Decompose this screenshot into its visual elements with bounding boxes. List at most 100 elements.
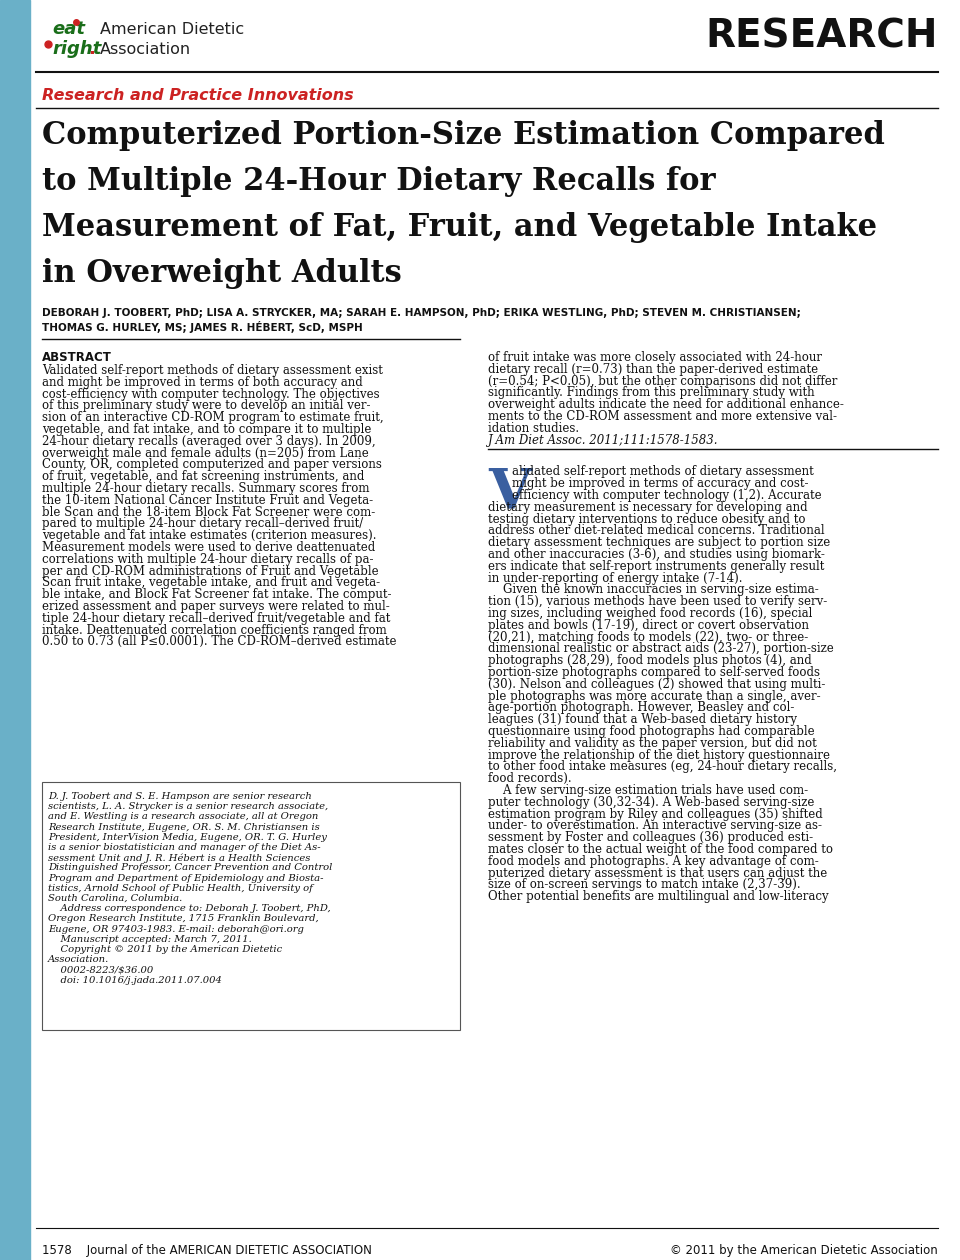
Text: Program and Department of Epidemiology and Biosta-: Program and Department of Epidemiology a…: [48, 873, 324, 882]
Text: erized assessment and paper surveys were related to mul-: erized assessment and paper surveys were…: [42, 600, 390, 614]
Text: Measurement of Fat, Fruit, and Vegetable Intake: Measurement of Fat, Fruit, and Vegetable…: [42, 212, 877, 243]
Text: sion of an interactive CD-ROM program to estimate fruit,: sion of an interactive CD-ROM program to…: [42, 411, 384, 425]
Text: and E. Westling is a research associate, all at Oregon: and E. Westling is a research associate,…: [48, 813, 319, 822]
Text: and might be improved in terms of both accuracy and: and might be improved in terms of both a…: [42, 375, 363, 389]
Text: to other food intake measures (eg, 24-hour dietary recalls,: to other food intake measures (eg, 24-ho…: [488, 760, 837, 774]
Text: cost-efficiency with computer technology. The objectives: cost-efficiency with computer technology…: [42, 388, 379, 401]
Text: 1578    Journal of the AMERICAN DIETETIC ASSOCIATION: 1578 Journal of the AMERICAN DIETETIC AS…: [42, 1244, 372, 1257]
Text: intake. Deattenuated correlation coefficients ranged from: intake. Deattenuated correlation coeffic…: [42, 624, 387, 636]
Text: V: V: [488, 465, 531, 520]
Text: dietary assessment techniques are subject to portion size: dietary assessment techniques are subjec…: [488, 537, 830, 549]
Text: of this preliminary study were to develop an initial ver-: of this preliminary study were to develo…: [42, 399, 371, 412]
Text: of fruit intake was more closely associated with 24-hour: of fruit intake was more closely associa…: [488, 352, 822, 364]
Text: mates closer to the actual weight of the food compared to: mates closer to the actual weight of the…: [488, 843, 833, 856]
Text: in under-reporting of energy intake (7-14).: in under-reporting of energy intake (7-1…: [488, 572, 742, 585]
Text: food records).: food records).: [488, 772, 571, 785]
Text: efficiency with computer technology (1,2). Accurate: efficiency with computer technology (1,2…: [512, 489, 822, 501]
Text: doi: 10.1016/j.jada.2011.07.004: doi: 10.1016/j.jada.2011.07.004: [48, 975, 222, 984]
Text: to Multiple 24-Hour Dietary Recalls for: to Multiple 24-Hour Dietary Recalls for: [42, 166, 715, 197]
Text: multiple 24-hour dietary recalls. Summary scores from: multiple 24-hour dietary recalls. Summar…: [42, 483, 370, 495]
Text: DEBORAH J. TOOBERT, PhD; LISA A. STRYCKER, MA; SARAH E. HAMPSON, PhD; ERIKA WEST: DEBORAH J. TOOBERT, PhD; LISA A. STRYCKE…: [42, 307, 801, 318]
Text: County, OR, completed computerized and paper versions: County, OR, completed computerized and p…: [42, 459, 382, 471]
Text: dimensional realistic or abstract aids (23-27), portion-size: dimensional realistic or abstract aids (…: [488, 643, 833, 655]
Text: Copyright © 2011 by the American Dietetic: Copyright © 2011 by the American Dieteti…: [48, 945, 282, 954]
Text: eat: eat: [52, 20, 85, 38]
Text: overweight adults indicate the need for additional enhance-: overweight adults indicate the need for …: [488, 398, 844, 411]
Text: vegetable and fat intake estimates (criterion measures).: vegetable and fat intake estimates (crit…: [42, 529, 376, 542]
Text: Research and Practice Innovations: Research and Practice Innovations: [42, 88, 353, 103]
Text: ABSTRACT: ABSTRACT: [42, 352, 112, 364]
Text: testing dietary interventions to reduce obesity and to: testing dietary interventions to reduce …: [488, 513, 805, 525]
Text: pared to multiple 24-hour dietary recall–derived fruit/: pared to multiple 24-hour dietary recall…: [42, 518, 363, 530]
Text: ers indicate that self-report instruments generally result: ers indicate that self-report instrument…: [488, 559, 825, 573]
Text: (r=0.54; P<0.05), but the other comparisons did not differ: (r=0.54; P<0.05), but the other comparis…: [488, 374, 837, 388]
Text: age-portion photograph. However, Beasley and col-: age-portion photograph. However, Beasley…: [488, 702, 794, 714]
Text: (20,21), matching foods to models (22), two- or three-: (20,21), matching foods to models (22), …: [488, 630, 808, 644]
Text: J Am Diet Assoc. 2011;111:1578-1583.: J Am Diet Assoc. 2011;111:1578-1583.: [488, 433, 718, 446]
Bar: [42, 782, 460, 1029]
Text: reliability and validity as the paper version, but did not: reliability and validity as the paper ve…: [488, 737, 817, 750]
Text: South Carolina, Columbia.: South Carolina, Columbia.: [48, 895, 182, 903]
Text: puter technology (30,32-34). A Web-based serving-size: puter technology (30,32-34). A Web-based…: [488, 796, 814, 809]
Text: sessment by Foster and colleagues (36) produced esti-: sessment by Foster and colleagues (36) p…: [488, 832, 813, 844]
Text: ble intake, and Block Fat Screener fat intake. The comput-: ble intake, and Block Fat Screener fat i…: [42, 588, 392, 601]
Text: tistics, Arnold School of Public Health, University of: tistics, Arnold School of Public Health,…: [48, 883, 313, 893]
Text: dietary measurement is necessary for developing and: dietary measurement is necessary for dev…: [488, 500, 807, 514]
Text: Distinguished Professor, Cancer Prevention and Control: Distinguished Professor, Cancer Preventi…: [48, 863, 332, 872]
Text: Address correspondence to: Deborah J. Toobert, PhD,: Address correspondence to: Deborah J. To…: [48, 905, 330, 914]
Text: right: right: [52, 40, 102, 58]
Text: President, InterVision Media, Eugene, OR. T. G. Hurley: President, InterVision Media, Eugene, OR…: [48, 833, 326, 842]
Text: under- to overestimation. An interactive serving-size as-: under- to overestimation. An interactive…: [488, 819, 822, 833]
Text: and other inaccuracies (3-6), and studies using biomark-: and other inaccuracies (3-6), and studie…: [488, 548, 825, 561]
Text: in Overweight Adults: in Overweight Adults: [42, 258, 401, 289]
Text: Research Institute, Eugene, OR. S. M. Christiansen is: Research Institute, Eugene, OR. S. M. Ch…: [48, 823, 320, 832]
Text: THOMAS G. HURLEY, MS; JAMES R. HÉBERT, ScD, MSPH: THOMAS G. HURLEY, MS; JAMES R. HÉBERT, S…: [42, 321, 363, 333]
Text: per and CD-ROM administrations of Fruit and Vegetable: per and CD-ROM administrations of Fruit …: [42, 564, 378, 577]
Text: food models and photographs. A key advantage of com-: food models and photographs. A key advan…: [488, 854, 819, 868]
Text: overweight male and female adults (n=205) from Lane: overweight male and female adults (n=205…: [42, 446, 369, 460]
Text: alidated self-report methods of dietary assessment: alidated self-report methods of dietary …: [512, 465, 814, 479]
Text: vegetable, and fat intake, and to compare it to multiple: vegetable, and fat intake, and to compar…: [42, 423, 372, 436]
Text: Given the known inaccuracies in serving-size estima-: Given the known inaccuracies in serving-…: [488, 583, 819, 596]
Text: is a senior biostatistician and manager of the Diet As-: is a senior biostatistician and manager …: [48, 843, 321, 852]
Text: correlations with multiple 24-hour dietary recalls of pa-: correlations with multiple 24-hour dieta…: [42, 553, 373, 566]
Text: Computerized Portion-Size Estimation Compared: Computerized Portion-Size Estimation Com…: [42, 120, 885, 151]
Text: 24-hour dietary recalls (averaged over 3 days). In 2009,: 24-hour dietary recalls (averaged over 3…: [42, 435, 375, 447]
Text: address other diet-related medical concerns. Traditional: address other diet-related medical conce…: [488, 524, 825, 538]
Text: 0.50 to 0.73 (all P≤0.0001). The CD-ROM–derived estimate: 0.50 to 0.73 (all P≤0.0001). The CD-ROM–…: [42, 635, 396, 649]
Text: leagues (31) found that a Web-based dietary history: leagues (31) found that a Web-based diet…: [488, 713, 797, 726]
Text: ing sizes, including weighed food records (16), special: ing sizes, including weighed food record…: [488, 607, 812, 620]
Text: puterized dietary assessment is that users can adjust the: puterized dietary assessment is that use…: [488, 867, 828, 879]
Text: questionnaire using food photographs had comparable: questionnaire using food photographs had…: [488, 724, 815, 738]
Text: tiple 24-hour dietary recall–derived fruit/vegetable and fat: tiple 24-hour dietary recall–derived fru…: [42, 612, 391, 625]
Text: RESEARCH: RESEARCH: [706, 18, 938, 55]
Text: ments to the CD-ROM assessment and more extensive val-: ments to the CD-ROM assessment and more …: [488, 410, 837, 423]
Text: Oregon Research Institute, 1715 Franklin Boulevard,: Oregon Research Institute, 1715 Franklin…: [48, 915, 319, 924]
Text: ple photographs was more accurate than a single, aver-: ple photographs was more accurate than a…: [488, 689, 821, 703]
Text: American Dietetic: American Dietetic: [100, 21, 244, 37]
Text: dietary recall (r=0.73) than the paper-derived estimate: dietary recall (r=0.73) than the paper-d…: [488, 363, 818, 375]
Text: Other potential benefits are multilingual and low-literacy: Other potential benefits are multilingua…: [488, 891, 828, 903]
Text: Eugene, OR 97403-1983. E-mail: deborah@ori.org: Eugene, OR 97403-1983. E-mail: deborah@o…: [48, 925, 304, 934]
Text: sessment Unit and J. R. Hébert is a Health Sciences: sessment Unit and J. R. Hébert is a Heal…: [48, 853, 310, 863]
Text: of fruit, vegetable, and fat screening instruments, and: of fruit, vegetable, and fat screening i…: [42, 470, 365, 483]
Text: (30). Nelson and colleagues (2) showed that using multi-: (30). Nelson and colleagues (2) showed t…: [488, 678, 826, 690]
Text: 0002-8223/$36.00: 0002-8223/$36.00: [48, 965, 154, 974]
Text: D. J. Toobert and S. E. Hampson are senior research: D. J. Toobert and S. E. Hampson are seni…: [48, 793, 312, 801]
Text: Association: Association: [100, 42, 191, 57]
Text: improve the relationship of the diet history questionnaire: improve the relationship of the diet his…: [488, 748, 830, 761]
Text: A few serving-size estimation trials have used com-: A few serving-size estimation trials hav…: [488, 784, 808, 798]
Text: idation studies.: idation studies.: [488, 422, 579, 435]
Text: Validated self-report methods of dietary assessment exist: Validated self-report methods of dietary…: [42, 364, 383, 377]
Text: portion-size photographs compared to self-served foods: portion-size photographs compared to sel…: [488, 667, 820, 679]
Text: scientists, L. A. Strycker is a senior research associate,: scientists, L. A. Strycker is a senior r…: [48, 803, 328, 811]
Text: .: .: [88, 40, 95, 58]
Text: plates and bowls (17-19), direct or covert observation: plates and bowls (17-19), direct or cove…: [488, 619, 809, 631]
Text: © 2011 by the American Dietetic Association: © 2011 by the American Dietetic Associat…: [670, 1244, 938, 1257]
Text: estimation program by Riley and colleagues (35) shifted: estimation program by Riley and colleagu…: [488, 808, 823, 820]
Text: photographs (28,29), food models plus photos (4), and: photographs (28,29), food models plus ph…: [488, 654, 812, 668]
Text: Manuscript accepted: March 7, 2011.: Manuscript accepted: March 7, 2011.: [48, 935, 252, 944]
Text: tion (15), various methods have been used to verify serv-: tion (15), various methods have been use…: [488, 595, 828, 609]
Text: Scan fruit intake, vegetable intake, and fruit and vegeta-: Scan fruit intake, vegetable intake, and…: [42, 576, 380, 590]
Text: might be improved in terms of accuracy and cost-: might be improved in terms of accuracy a…: [512, 478, 808, 490]
